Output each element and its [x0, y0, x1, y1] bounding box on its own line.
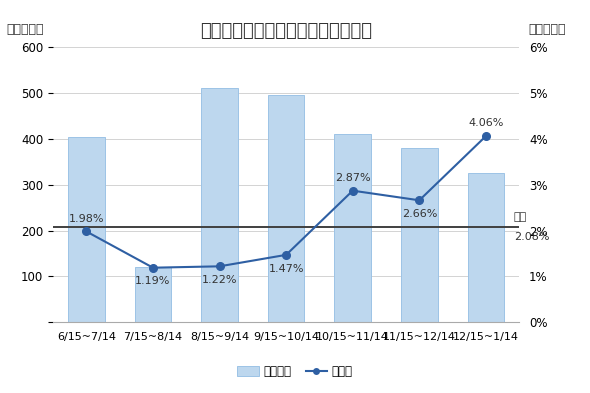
Bar — [401, 148, 438, 322]
Bar — [268, 95, 304, 322]
Text: 2.87%: 2.87% — [335, 173, 371, 183]
Text: 1.22%: 1.22% — [202, 275, 237, 285]
Text: （検査数）: （検査数） — [6, 23, 44, 36]
Title: 当クリニックでの抗体検査の陽性率: 当クリニックでの抗体検査の陽性率 — [200, 22, 372, 40]
Text: 4.06%: 4.06% — [468, 118, 504, 128]
Bar — [335, 134, 371, 322]
Text: 1.47%: 1.47% — [268, 264, 304, 274]
Text: 平均: 平均 — [514, 212, 527, 222]
Bar — [135, 267, 171, 322]
Bar — [201, 88, 238, 322]
Text: 2.08%: 2.08% — [514, 232, 549, 242]
Bar — [468, 173, 504, 322]
Text: 1.19%: 1.19% — [135, 276, 171, 286]
Legend: 検査件数, 陽性率: 検査件数, 陽性率 — [232, 361, 358, 383]
Text: 2.66%: 2.66% — [402, 209, 437, 219]
Text: 1.98%: 1.98% — [68, 214, 104, 224]
Bar — [68, 136, 104, 322]
Text: （陽性率）: （陽性率） — [528, 23, 566, 36]
